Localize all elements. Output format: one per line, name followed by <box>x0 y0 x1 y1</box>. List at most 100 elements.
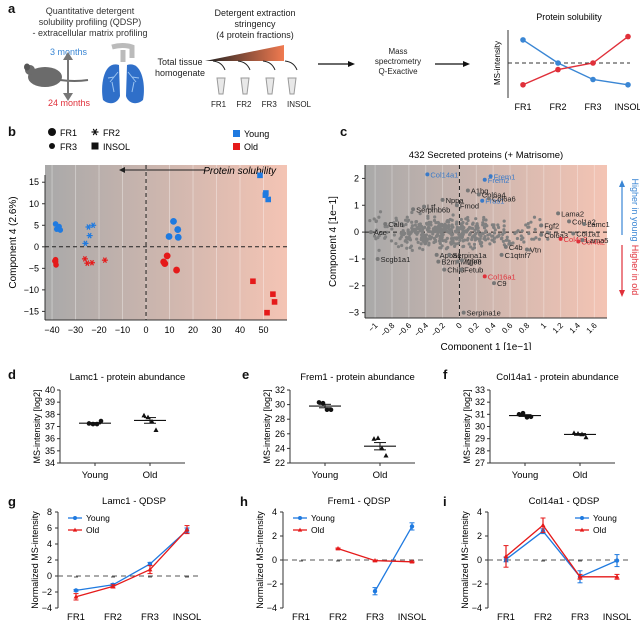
protein-label-col6a6: Col6a6 <box>492 195 516 204</box>
y-tick-label: 36 <box>45 434 55 444</box>
age-young-label: 3 months <box>50 47 88 57</box>
chart-title: Protein solubility <box>536 12 602 22</box>
protein-point <box>467 242 471 246</box>
y-tick-label: 34 <box>45 458 55 468</box>
series-line-young <box>75 529 188 592</box>
labeled-protein-point <box>459 267 464 272</box>
data-point-old <box>409 559 415 564</box>
y-tick-label: 8 <box>47 507 52 517</box>
labeled-protein-point <box>375 256 380 261</box>
protein-point <box>488 242 492 246</box>
y-tick-label: 0 <box>477 555 482 565</box>
protein-point <box>392 233 396 237</box>
y-tick-label: −2 <box>349 281 359 291</box>
protein-label-a1bg: A1bg <box>471 187 489 196</box>
protein-point <box>420 224 424 229</box>
pca-point-young-insol <box>257 172 263 179</box>
y-axis-label: MS-intensity [log2] <box>462 389 472 463</box>
protein-point <box>405 215 409 219</box>
protein-point <box>377 215 381 219</box>
ms-line: spectrometry <box>374 57 422 66</box>
y-tick-label: −4 <box>42 603 52 613</box>
x-tick-label: 0 <box>144 325 149 335</box>
data-point-young <box>372 589 378 594</box>
pca-point-old-fr3 <box>52 258 58 264</box>
protein-point <box>490 234 494 238</box>
x-tick-label: INSOL <box>173 612 202 623</box>
protein-point <box>461 245 465 249</box>
y-tick-label: −2 <box>42 587 52 597</box>
protein-label-frem2: Frem2 <box>488 176 510 185</box>
labeled-protein-point <box>465 188 470 193</box>
data-point <box>625 81 631 88</box>
chart-col14a1-abundance: Col14a1 - protein abundance 27 28 29 30 31 32 3… <box>462 372 619 481</box>
pca-point-old-fr1 <box>161 260 169 267</box>
chart-title: Frem1 - protein abundance <box>300 372 415 383</box>
protein-label-ltf: Ltf <box>427 203 436 212</box>
protein-point <box>393 222 397 227</box>
protein-label-serpina1e: Serpina1e <box>467 309 501 318</box>
legend-label: FR3 <box>60 142 77 152</box>
fraction-labels: FR1 FR2 FR3 INSOL <box>211 100 311 109</box>
series-line-young <box>505 530 618 578</box>
replicate-point-old <box>583 434 589 440</box>
protein-point <box>407 230 411 235</box>
protein-label-calu: Calu <box>388 220 403 229</box>
y-tick-label: 22 <box>275 458 285 468</box>
protein-label-col6a4: Col6a4 <box>482 191 506 200</box>
y-tick-label: 0 <box>272 555 277 565</box>
y-tick-label: −4 <box>267 603 277 613</box>
protein-point <box>545 230 549 234</box>
data-point-young <box>73 588 79 593</box>
panel-label-b: b <box>8 124 16 139</box>
protein-point <box>478 233 482 237</box>
protein-point <box>437 239 442 243</box>
data-point-young <box>147 561 153 567</box>
protein-label-ighm: Ighm <box>465 256 482 265</box>
protein-label-ace: Ace <box>374 228 387 237</box>
protein-point <box>481 232 485 236</box>
panel-label-a: a <box>8 1 16 16</box>
protein-point <box>474 225 478 229</box>
x-tick-label: INSOL <box>603 612 632 623</box>
protein-label-c1qtnf7: C1qtnf7 <box>505 251 531 260</box>
protein-point <box>419 242 423 246</box>
legend-marker-old <box>72 527 78 532</box>
stringency-wedge <box>205 45 284 61</box>
plot-background <box>45 165 287 320</box>
age-arrow-icon <box>63 52 73 101</box>
legend-label: Young <box>593 513 617 523</box>
y-axis-label: Normalized MS-intensity <box>255 511 265 609</box>
labeled-protein-point <box>488 174 493 179</box>
protein-point <box>507 239 511 243</box>
chart-protein-solubility-schematic: Protein solubility MS-intensity FR1 FR2 FR3 I… <box>493 12 640 112</box>
data-point-old <box>184 526 190 532</box>
homogenate-label: Total tissue homogenate <box>150 57 210 79</box>
protein-point <box>418 246 422 250</box>
protein-point <box>486 237 490 241</box>
protein-point <box>515 236 520 241</box>
chart-lamc1-qdsp: Lamc1 - QDSP −4 −2 0 2 4 6 8 Normalized MS-inten… <box>30 496 202 623</box>
homogenate-line: Total tissue <box>157 57 203 67</box>
labeled-protein-point <box>480 198 485 203</box>
x-tick-label: −20 <box>91 325 106 335</box>
x-tick-label: 30 <box>212 325 222 335</box>
protein-point <box>449 230 453 234</box>
protein-point <box>496 225 501 230</box>
protein-point <box>463 230 467 234</box>
x-tick-label: 0 <box>454 321 464 331</box>
protein-point <box>465 221 469 226</box>
panel-label-f: f <box>443 367 448 382</box>
y-axis-label: Normalized MS-intensity <box>30 511 40 609</box>
protein-point <box>401 229 405 233</box>
protein-point <box>463 238 467 242</box>
protein-point <box>368 219 372 223</box>
protein-point <box>441 239 445 243</box>
pca-point-young-fr1 <box>170 218 177 225</box>
x-tick-label: −0.6 <box>396 321 414 339</box>
data-point-old <box>540 522 546 527</box>
lung-icon <box>102 43 144 104</box>
protein-point <box>501 239 506 243</box>
protein-point <box>443 222 447 226</box>
protein-point <box>502 228 506 232</box>
